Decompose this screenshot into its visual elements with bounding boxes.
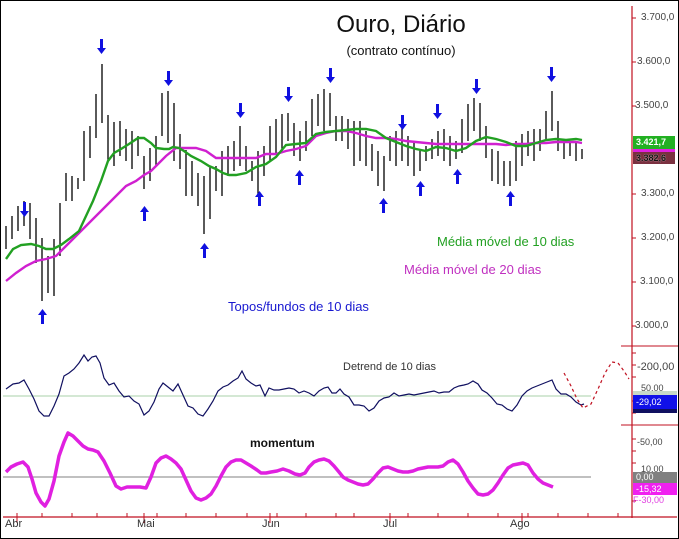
time-axis-ticks: [16, 513, 619, 523]
momentum-tick: F-30,00: [633, 495, 665, 505]
month-label-jun: Jun: [262, 518, 280, 530]
momentum-zero-tag: 0,00: [633, 472, 677, 483]
detrend-projection-line: [563, 361, 630, 409]
ma20-value-marker: [633, 149, 675, 152]
price-tick: 3.300,0: [641, 188, 675, 199]
legend-ma20: Média móvel de 20 dias: [404, 262, 542, 277]
detrend-marker: [633, 409, 677, 413]
momentum-value-tag: -15,32: [633, 483, 677, 495]
month-label-jul: Jul: [383, 518, 398, 530]
chart-subtitle: (contrato contínuo): [346, 43, 456, 58]
legend-detrend: Detrend de 10 dias: [343, 361, 436, 373]
price-tick: 3.700,0: [641, 12, 675, 23]
legend-tops-bottoms: Topos/fundos de 10 dias: [228, 299, 369, 314]
momentum-line: [4, 431, 554, 508]
price-tick: 3.000,0: [635, 320, 669, 331]
month-label-abr: Abr: [5, 518, 23, 530]
bottoms-up-arrows: [38, 169, 515, 324]
price-tick: 3.600,0: [637, 56, 671, 67]
detrend-zero-marker: [633, 391, 677, 395]
ma10-line: [5, 127, 583, 260]
ma10-value-tag: 3.421,7: [633, 136, 675, 149]
detrend-line: [5, 353, 585, 417]
month-label-mai: Mai: [137, 518, 155, 530]
tops-down-arrows: [20, 39, 556, 217]
ma20-line: [5, 129, 583, 282]
chart-title: Ouro, Diário: [336, 11, 466, 38]
detrend-value-tag: -29,02: [633, 395, 677, 409]
momentum-tick: -50,00: [637, 437, 663, 447]
month-label-ago: Ago: [510, 518, 530, 530]
price-tick: 3.500,0: [635, 100, 669, 111]
detrend-tick: -200,00: [637, 361, 675, 373]
legend-momentum: momentum: [250, 436, 315, 450]
last-price-tag: 3.382,6: [633, 152, 675, 164]
detrend-tick: 50,00: [641, 383, 664, 393]
momentum-tick: 10,00: [641, 464, 664, 474]
price-tick: 3.200,0: [641, 232, 675, 243]
legend-ma10: Média móvel de 10 dias: [437, 234, 575, 249]
price-tick: 3.100,0: [640, 276, 674, 287]
